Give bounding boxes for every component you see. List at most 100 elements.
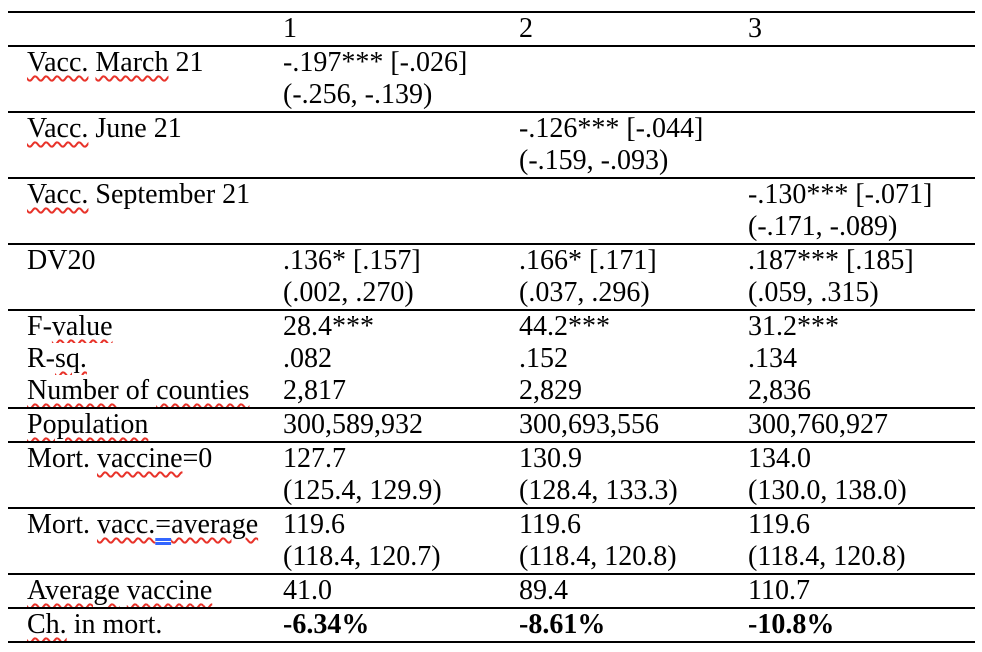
label-segment: =0 xyxy=(182,443,213,474)
cell-model-2: .152 xyxy=(519,343,748,375)
label-segment: in mort. xyxy=(66,609,163,640)
cell-model-1: -6.34% xyxy=(283,608,519,642)
row-vacc-june-21: Vacc. June 21 -.126*** [-.044] (-.159, -.… xyxy=(8,112,975,178)
cell-line: 300,589,932 xyxy=(283,409,423,440)
cell-model-1 xyxy=(283,112,519,178)
header-row: 1 2 3 xyxy=(8,12,975,46)
cell-line: -8.61% xyxy=(519,609,606,640)
cell-line: 300,760,927 xyxy=(748,409,888,440)
row-mort-vacc-average: Mort. vacc.=average 119.6 (118.4, 120.7) … xyxy=(8,508,975,574)
header-cell-blank xyxy=(8,12,283,46)
cell-line: (118.4, 120.7) xyxy=(283,541,441,572)
cell-model-1: 127.7 (125.4, 129.9) xyxy=(283,442,519,508)
row-population: Population 300,589,932 300,693,556 300,7… xyxy=(8,408,975,442)
cell-model-3 xyxy=(748,112,975,178)
label-segment: Average xyxy=(27,575,120,606)
cell-line: 28.4*** xyxy=(283,311,374,342)
cell-model-2: .166* [.171] (.037, .296) xyxy=(519,244,748,310)
cell-model-1: .136* [.157] (.002, .270) xyxy=(283,244,519,310)
cell-model-2: 2,829 xyxy=(519,375,748,408)
label-segment: DV20 xyxy=(27,245,96,276)
cell-model-1: -.197*** [-.026] (-.256, -.139) xyxy=(283,46,519,112)
label-segment: March xyxy=(95,47,169,78)
row-label: Vacc. September 21 xyxy=(8,178,283,244)
row-label: Vacc. March 21 xyxy=(8,46,283,112)
label-segment: sq. xyxy=(55,343,87,374)
cell-line: (-.256, -.139) xyxy=(283,79,433,110)
cell-model-1: 2,817 xyxy=(283,375,519,408)
label-segment: June 21 xyxy=(88,113,182,144)
cell-line: 127.7 xyxy=(283,443,346,474)
row-label: Average vaccine xyxy=(8,574,283,608)
cell-model-3: 134.0 (130.0, 138.0) xyxy=(748,442,975,508)
cell-line: (.037, .296) xyxy=(519,277,650,308)
cell-model-2 xyxy=(519,178,748,244)
label-segment: September 21 xyxy=(88,179,251,210)
cell-model-3: 110.7 xyxy=(748,574,975,608)
cell-model-1: 119.6 (118.4, 120.7) xyxy=(283,508,519,574)
row-label: Vacc. June 21 xyxy=(8,112,283,178)
label-segment: = xyxy=(155,509,172,540)
cell-line: 89.4 xyxy=(519,575,568,606)
row-dv20: DV20 .136* [.157] (.002, .270) .166* [.17… xyxy=(8,244,975,310)
row-label: Ch. in mort. xyxy=(8,608,283,642)
label-segment: Vacc. xyxy=(27,113,89,144)
cell-model-2: 300,693,556 xyxy=(519,408,748,442)
cell-line: (128.4, 133.3) xyxy=(519,475,678,506)
cell-line: (118.4, 120.8) xyxy=(748,541,906,572)
cell-line: .082 xyxy=(283,343,332,374)
row-r-sq: R-sq. .082 .152 .134 xyxy=(8,343,975,375)
cell-model-3: 31.2*** xyxy=(748,310,975,343)
row-number-of-counties: Number of counties 2,817 2,829 2,836 xyxy=(8,375,975,408)
regression-table: 1 2 3 Vacc. March 21 -.197*** [-.026] (-.… xyxy=(8,11,975,643)
cell-model-3: 300,760,927 xyxy=(748,408,975,442)
cell-line: 31.2*** xyxy=(748,311,839,342)
label-segment: F- xyxy=(27,311,52,342)
row-ch-in-mort: Ch. in mort. -6.34% -8.61% -10.8% xyxy=(8,608,975,642)
row-label: F-value xyxy=(8,310,283,343)
cell-line: 119.6 xyxy=(283,509,345,540)
label-segment: R- xyxy=(27,343,55,374)
label-segment: average xyxy=(171,509,259,540)
cell-model-2: -.126*** [-.044] (-.159, -.093) xyxy=(519,112,748,178)
cell-line: (130.0, 138.0) xyxy=(748,475,907,506)
cell-model-3: -10.8% xyxy=(748,608,975,642)
header-cell-model-2: 2 xyxy=(519,13,533,44)
header-cell-model-1: 1 xyxy=(283,13,297,44)
row-label: Number of counties xyxy=(8,375,283,408)
cell-line: 130.9 xyxy=(519,443,582,474)
row-vacc-september-21: Vacc. September 21 -.130*** [-.071] (-.17… xyxy=(8,178,975,244)
row-label: DV20 xyxy=(8,244,283,310)
cell-model-2: 89.4 xyxy=(519,574,748,608)
cell-line: 134.0 xyxy=(748,443,811,474)
row-label: Mort. vaccine=0 xyxy=(8,442,283,508)
cell-line: (-.159, -.093) xyxy=(519,145,669,176)
cell-line: 119.6 xyxy=(519,509,581,540)
label-segment: Vacc. xyxy=(27,47,89,78)
header-cell-model-3: 3 xyxy=(748,13,762,44)
cell-line: (.002, .270) xyxy=(283,277,414,308)
label-segment: vaccine xyxy=(97,443,183,474)
cell-model-1: .082 xyxy=(283,343,519,375)
row-label: R-sq. xyxy=(8,343,283,375)
label-segment: Population xyxy=(27,409,149,440)
cell-model-3 xyxy=(748,46,975,112)
cell-line: -10.8% xyxy=(748,609,835,640)
label-segment: Mort. xyxy=(27,509,97,540)
cell-line: -.130*** [-.071] xyxy=(748,179,933,210)
row-average-vaccine: Average vaccine 41.0 89.4 110.7 xyxy=(8,574,975,608)
label-segment: of xyxy=(118,375,157,406)
cell-line: 2,836 xyxy=(748,375,811,406)
label-segment: vaccine xyxy=(126,575,213,606)
cell-line: .134 xyxy=(748,343,797,374)
cell-model-3: .134 xyxy=(748,343,975,375)
cell-model-2: -8.61% xyxy=(519,608,748,642)
cell-line: -.126*** [-.044] xyxy=(519,113,704,144)
label-segment: Mort. xyxy=(27,443,97,474)
row-vacc-march-21: Vacc. March 21 -.197*** [-.026] (-.256, -… xyxy=(8,46,975,112)
label-segment: counties xyxy=(156,375,250,406)
cell-model-1 xyxy=(283,178,519,244)
cell-model-2: 130.9 (128.4, 133.3) xyxy=(519,442,748,508)
cell-model-3: -.130*** [-.071] (-.171, -.089) xyxy=(748,178,975,244)
cell-line: .152 xyxy=(519,343,568,374)
